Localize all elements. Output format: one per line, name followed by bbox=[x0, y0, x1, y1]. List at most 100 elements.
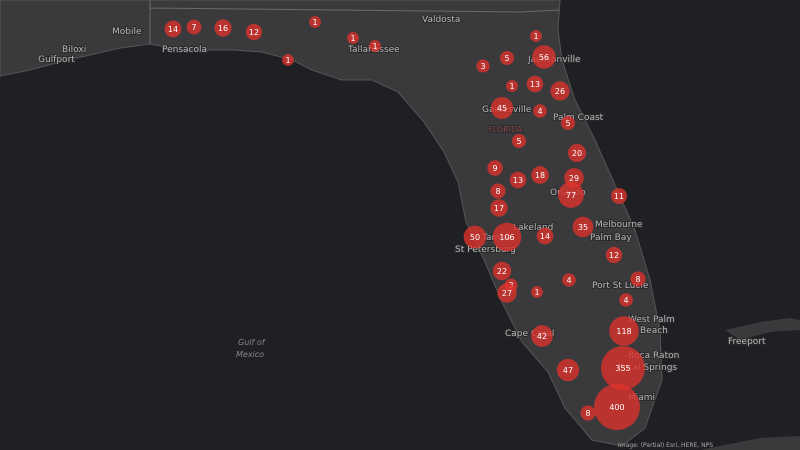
case-count: 1 bbox=[533, 32, 538, 41]
case-count: 4 bbox=[623, 296, 628, 305]
place-label: Freeport bbox=[728, 337, 766, 347]
case-bubble bbox=[556, 358, 580, 382]
case-bubble bbox=[509, 171, 527, 189]
case-count: 1 bbox=[312, 18, 317, 27]
case-bubble bbox=[531, 166, 549, 184]
case-bubble bbox=[282, 54, 294, 66]
case-count: 8 bbox=[635, 275, 640, 284]
case-count: 14 bbox=[168, 25, 178, 34]
case-bubble bbox=[594, 384, 640, 430]
case-count: 45 bbox=[497, 104, 507, 113]
case-count: 29 bbox=[569, 174, 579, 183]
case-count: 1 bbox=[509, 82, 514, 91]
case-bubble bbox=[531, 325, 553, 347]
case-bubble bbox=[463, 225, 487, 249]
case-count: 13 bbox=[530, 80, 540, 89]
case-count: 9 bbox=[492, 164, 497, 173]
place-label: Melbourne bbox=[595, 220, 643, 230]
place-label: Palm Bay bbox=[590, 233, 632, 243]
water-label: Gulf of bbox=[238, 338, 266, 347]
case-bubble bbox=[609, 316, 639, 346]
place-label: FLORIDA bbox=[488, 125, 523, 134]
case-bubble bbox=[214, 19, 232, 37]
case-count: 1 bbox=[534, 288, 539, 297]
case-bubble bbox=[347, 32, 359, 44]
case-count: 22 bbox=[497, 267, 507, 276]
case-count: 26 bbox=[555, 87, 565, 96]
case-bubble bbox=[558, 182, 584, 208]
case-bubble bbox=[492, 222, 522, 252]
case-count: 14 bbox=[540, 232, 550, 241]
case-count: 77 bbox=[566, 191, 576, 200]
case-count: 118 bbox=[616, 327, 631, 336]
case-count: 35 bbox=[578, 223, 588, 232]
place-label: West Palm bbox=[628, 315, 675, 325]
cuba bbox=[700, 436, 800, 450]
case-bubble bbox=[245, 23, 263, 41]
case-count: 106 bbox=[499, 233, 514, 242]
case-count: 8 bbox=[585, 409, 590, 418]
case-count: 12 bbox=[249, 28, 259, 37]
case-bubble bbox=[186, 19, 202, 35]
case-bubble bbox=[572, 216, 594, 238]
case-count: 20 bbox=[572, 149, 582, 158]
place-label: Palm Coast bbox=[553, 113, 604, 123]
water-label: Mexico bbox=[236, 350, 264, 359]
case-bubble bbox=[506, 80, 518, 92]
place-label: Beach bbox=[640, 326, 668, 336]
place-label: Mobile bbox=[112, 27, 142, 37]
case-count: 4 bbox=[566, 276, 571, 285]
case-bubble bbox=[532, 45, 556, 69]
place-label: Gulfport bbox=[38, 55, 75, 65]
bahamas bbox=[725, 318, 800, 340]
case-count: 1 bbox=[285, 56, 290, 65]
case-bubble bbox=[580, 405, 596, 421]
case-bubble bbox=[567, 143, 587, 163]
case-bubble bbox=[369, 40, 381, 52]
case-bubble bbox=[630, 271, 646, 287]
case-bubble bbox=[533, 104, 547, 118]
case-count: 1 bbox=[350, 34, 355, 43]
case-count: 47 bbox=[563, 366, 573, 375]
case-count: 13 bbox=[513, 176, 523, 185]
case-bubble bbox=[619, 293, 633, 307]
case-count: 7 bbox=[191, 23, 196, 32]
case-count: 16 bbox=[218, 24, 228, 33]
case-bubble bbox=[530, 30, 542, 42]
case-bubble bbox=[511, 133, 527, 149]
case-count: 355 bbox=[615, 364, 630, 373]
case-count: 5 bbox=[565, 119, 570, 128]
case-bubble bbox=[536, 227, 554, 245]
case-bubble bbox=[499, 50, 515, 66]
case-bubble bbox=[164, 20, 182, 38]
case-bubble bbox=[490, 183, 506, 199]
case-count: 11 bbox=[614, 192, 624, 201]
case-bubble bbox=[526, 75, 544, 93]
case-count: 8 bbox=[495, 187, 500, 196]
place-label: Valdosta bbox=[422, 15, 460, 25]
case-bubble bbox=[531, 286, 543, 298]
case-count: 5 bbox=[516, 137, 521, 146]
case-count: 5 bbox=[504, 54, 509, 63]
case-count: 42 bbox=[537, 332, 547, 341]
case-count: 50 bbox=[470, 233, 480, 242]
case-bubble bbox=[601, 346, 645, 390]
attribution: Image: (Partial) Esri, HERE, NPS bbox=[618, 442, 713, 449]
case-bubble bbox=[309, 16, 321, 28]
case-count: 27 bbox=[502, 289, 512, 298]
state-border bbox=[149, 0, 561, 44]
case-bubble bbox=[476, 59, 490, 73]
case-count: 17 bbox=[494, 204, 504, 213]
case-bubble bbox=[492, 261, 512, 281]
case-count: 3 bbox=[480, 62, 485, 71]
case-bubble bbox=[490, 199, 508, 217]
case-count: 400 bbox=[609, 403, 624, 412]
case-count: 56 bbox=[539, 53, 549, 62]
case-bubble bbox=[497, 283, 517, 303]
case-count: 12 bbox=[609, 251, 619, 260]
case-count: 4 bbox=[537, 107, 542, 116]
place-label: Biloxi bbox=[62, 45, 86, 55]
case-count: 18 bbox=[535, 171, 545, 180]
case-bubble bbox=[605, 246, 623, 264]
